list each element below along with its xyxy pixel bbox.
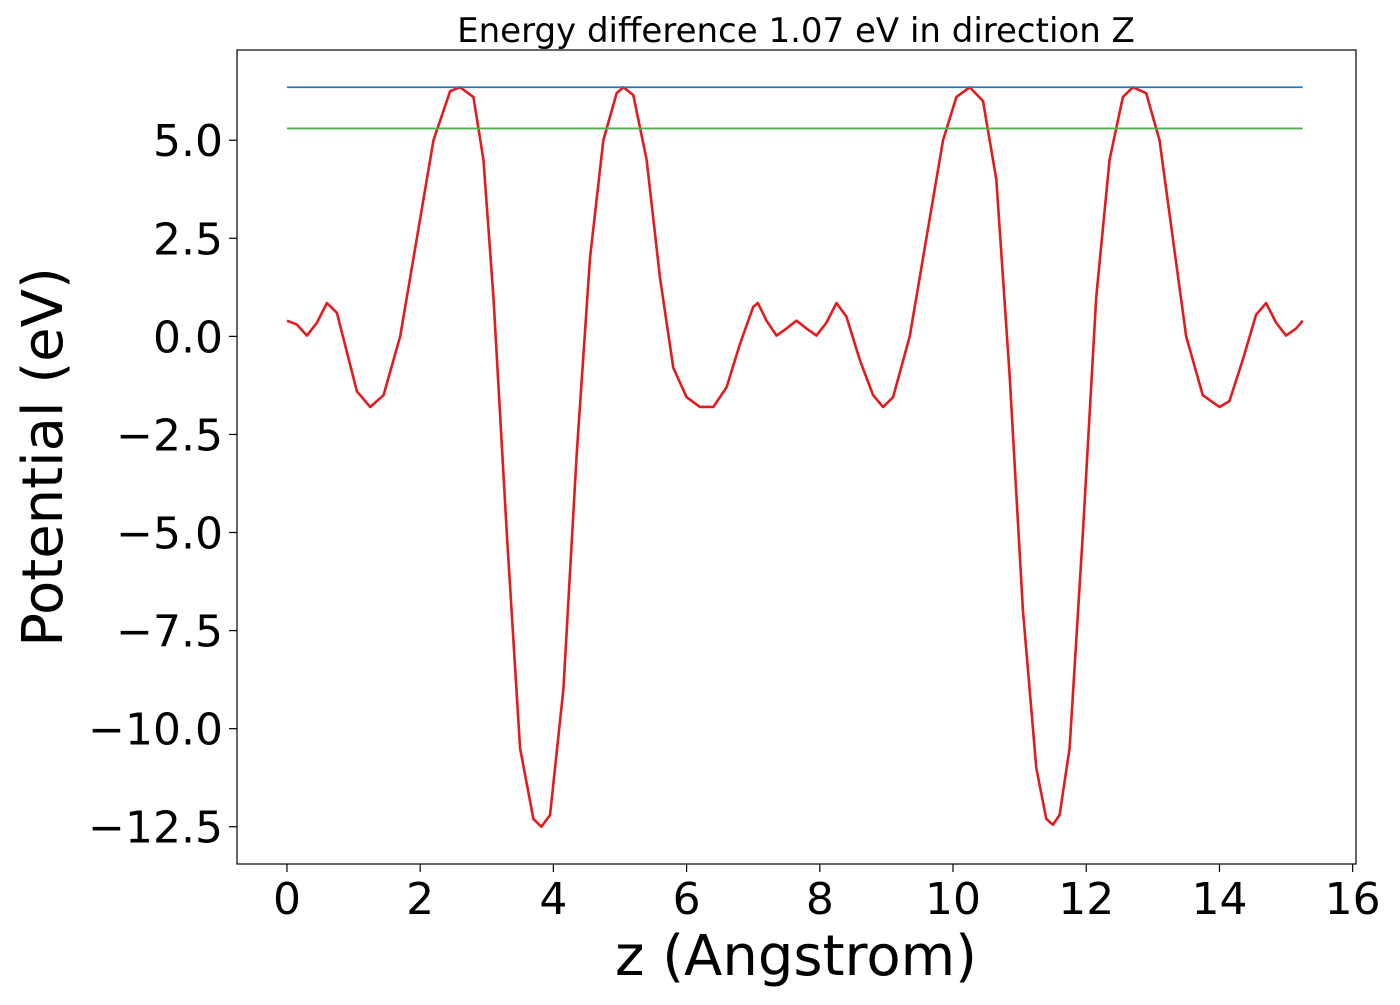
y-axis: 5.0 2.5 0.0 −2.5 −5.0 −7.5 −10.0 −12.5 [88,116,237,854]
y-tick-label: −10.0 [88,705,223,756]
y-tick-label: 2.5 [153,214,223,265]
x-tick-label: 12 [1058,874,1114,925]
x-axis-title: z (Angstrom) [615,924,977,989]
x-tick-label: 6 [673,874,701,925]
y-tick-label: 0.0 [153,312,223,363]
x-tick-label: 4 [539,874,567,925]
x-axis: 0 2 4 6 8 10 12 14 16 [273,864,1381,925]
x-tick-label: 8 [806,874,834,925]
x-tick-label: 10 [925,874,981,925]
y-tick-label: −2.5 [116,410,223,461]
chart-title: Energy difference 1.07 eV in direction Z [457,11,1135,51]
y-tick-label: −7.5 [116,607,223,658]
plot-frame [236,49,1357,865]
series-line-0 [286,85,1304,829]
plot-area [286,85,1304,829]
y-tick-label: −5.0 [116,509,223,560]
y-tick-label: −12.5 [88,803,223,854]
x-tick-label: 0 [273,874,301,925]
x-tick-label: 2 [406,874,434,925]
x-tick-label: 14 [1191,874,1247,925]
y-axis-title: Potential (eV) [11,267,76,647]
y-tick-label: 5.0 [153,116,223,167]
x-tick-label: 16 [1325,874,1381,925]
